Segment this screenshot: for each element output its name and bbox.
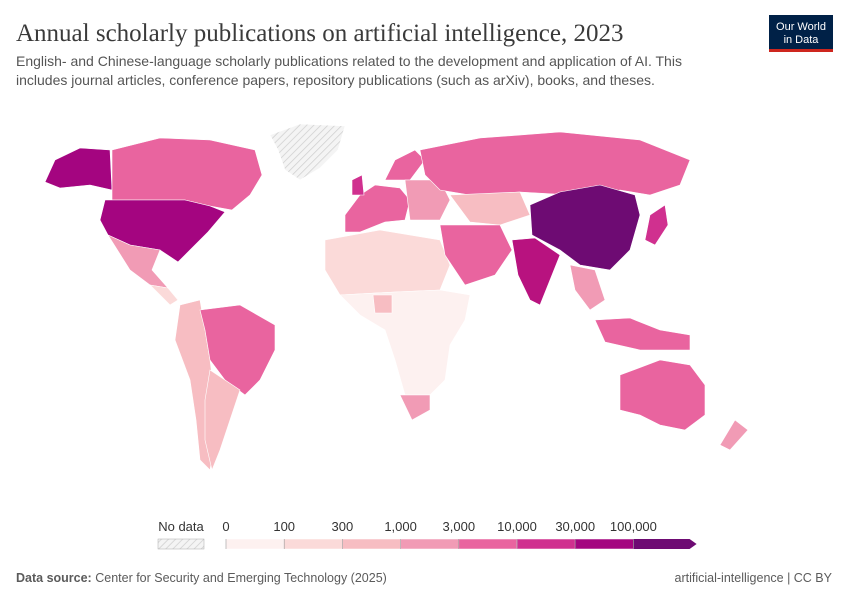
legend-tick-label: 10,000: [497, 519, 537, 534]
china: [529, 184, 641, 271]
new-zealand: [719, 419, 749, 451]
logo-box: [769, 15, 833, 49]
uk: [351, 174, 365, 196]
alaska: [44, 147, 113, 191]
middle-east: [439, 224, 513, 286]
legend-swatch: [342, 538, 401, 550]
legend-swatch: [225, 538, 285, 550]
japan: [644, 204, 669, 246]
no-data-swatch: [157, 538, 205, 550]
legend-swatch: [516, 538, 576, 550]
south-africa: [399, 394, 431, 421]
usa: [99, 199, 226, 263]
legend-swatch: [633, 539, 697, 549]
nigeria: [372, 294, 393, 314]
no-data-label: No data: [158, 519, 204, 534]
australia: [619, 359, 706, 431]
legend-tick-label: 0: [222, 519, 229, 534]
indonesia: [594, 317, 691, 351]
central-america: [149, 284, 179, 306]
legend-tick-label: 30,000: [555, 519, 595, 534]
africa-north: [324, 229, 451, 296]
scandinavia: [384, 149, 426, 181]
source: Data source: Center for Security and Eme…: [16, 571, 387, 585]
india: [511, 237, 561, 306]
subtitle: English- and Chinese-language scholarly …: [16, 53, 682, 69]
source-label: Data source:: [16, 571, 92, 585]
greenland: [269, 123, 346, 181]
logo-text: Our World: [776, 21, 826, 33]
logo[interactable]: Our World in Data: [769, 15, 833, 52]
western-europe: [344, 184, 411, 233]
logo-text: in Data: [784, 34, 820, 46]
central-asia: [449, 191, 531, 226]
russia: [419, 131, 691, 197]
legend: No data 0 100 300 1,000 3,000 10,000 30,000 100…: [157, 519, 697, 550]
legend-tick-label: 3,000: [443, 519, 476, 534]
legend-tick-label: 1,000: [384, 519, 417, 534]
legend-swatch: [400, 538, 460, 550]
legend-swatch: [458, 538, 518, 550]
source-text: Center for Security and Emerging Technol…: [95, 571, 387, 585]
logo-bar: [769, 49, 833, 52]
legend-tick-label: 300: [332, 519, 354, 534]
southeast-asia: [569, 264, 606, 311]
title: Annual scholarly publications on artific…: [16, 20, 623, 47]
canada: [111, 137, 263, 211]
argentina: [204, 369, 241, 471]
legend-swatch: [574, 538, 634, 550]
legend-tick-label: 100,000: [610, 519, 657, 534]
mexico: [107, 234, 169, 289]
legend-tick-label: 100: [273, 519, 295, 534]
legend-swatch: [283, 538, 343, 550]
africa-central: [339, 289, 471, 396]
subtitle: includes journal articles, conference pa…: [16, 72, 655, 88]
license: artificial-intelligence | CC BY: [675, 571, 833, 585]
world-map: [44, 123, 749, 471]
brazil: [199, 304, 276, 396]
